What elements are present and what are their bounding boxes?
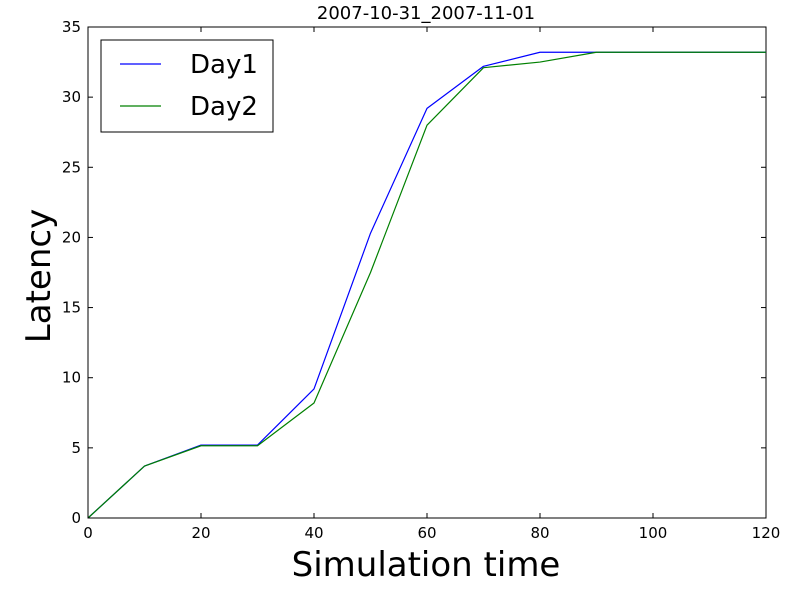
x-tick-label: 60: [417, 524, 436, 542]
legend-label-day1: Day1: [190, 50, 258, 80]
x-tick-label: 120: [752, 524, 781, 542]
y-axis-label: Latency: [19, 209, 59, 343]
y-tick-label: 5: [71, 439, 81, 457]
x-tick-label: 20: [191, 524, 210, 542]
x-axis-label: Simulation time: [292, 545, 561, 585]
legend-box: [100, 39, 274, 133]
y-tick-label: 35: [62, 18, 81, 36]
y-tick-label: 15: [62, 299, 81, 317]
x-axis-ticks: 0 20 40 60 80 100 120: [83, 27, 780, 542]
y-tick-label: 30: [62, 88, 81, 106]
y-axis-ticks: 0 5 10 15 20 25 30 35: [62, 18, 766, 527]
y-tick-label: 20: [62, 228, 81, 246]
y-tick-label: 0: [71, 509, 81, 527]
y-tick-label: 10: [62, 369, 81, 387]
x-tick-label: 40: [304, 524, 323, 542]
legend-label-day2: Day2: [190, 92, 258, 122]
series-layer: [87, 51, 766, 519]
x-tick-label: 100: [639, 524, 668, 542]
series-line-day2: [87, 51, 766, 519]
x-tick-label: 80: [530, 524, 549, 542]
y-tick-label: 25: [62, 158, 81, 176]
legend: Day1 Day2: [100, 39, 274, 133]
x-tick-label: 0: [83, 524, 93, 542]
chart-title: 2007-10-31_2007-11-01: [317, 3, 535, 24]
